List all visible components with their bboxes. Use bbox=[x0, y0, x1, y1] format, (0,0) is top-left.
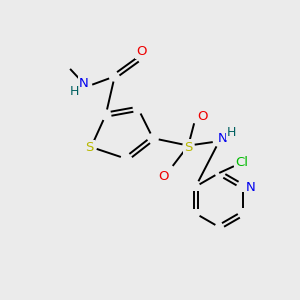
Text: H: H bbox=[70, 85, 79, 98]
Text: H: H bbox=[227, 126, 236, 139]
Text: O: O bbox=[136, 45, 146, 58]
Text: N: N bbox=[79, 77, 88, 90]
Text: O: O bbox=[158, 170, 169, 183]
Text: N: N bbox=[246, 182, 256, 194]
Text: O: O bbox=[197, 110, 207, 123]
Text: S: S bbox=[85, 141, 94, 154]
Text: S: S bbox=[184, 141, 193, 154]
Text: N: N bbox=[217, 132, 227, 145]
Text: Cl: Cl bbox=[235, 156, 248, 169]
